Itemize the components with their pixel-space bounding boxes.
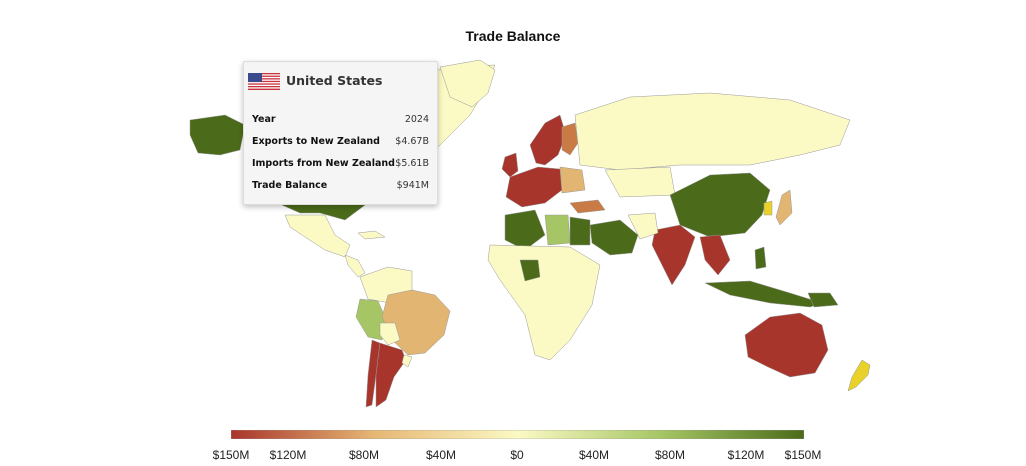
country-western-europe[interactable] (505, 166, 563, 208)
tooltip-label: Exports to New Zealand (252, 136, 380, 147)
country-north-africa-algeria[interactable] (504, 209, 546, 251)
country-egypt[interactable] (569, 216, 591, 246)
country-peru[interactable] (355, 298, 386, 341)
legend-tick: $120M (727, 448, 765, 462)
legend-tick: $120M (269, 448, 307, 462)
country-india[interactable] (651, 224, 696, 286)
tooltip-value: $4.67B (395, 136, 429, 147)
tooltip-row-imports: Imports from New Zealand $5.61B (252, 158, 429, 172)
country-uruguay[interactable] (401, 354, 413, 368)
legend-tick: $40M (578, 448, 610, 462)
tooltip-label: Imports from New Zealand (252, 158, 395, 169)
country-sub-saharan-africa[interactable] (487, 244, 601, 361)
legend-tick: $150M (784, 448, 822, 462)
tooltip-label: Year (252, 114, 276, 125)
country-pakistan-afghanistan[interactable] (627, 212, 659, 240)
country-australia[interactable] (744, 312, 829, 378)
legend-tick: $80M (654, 448, 686, 462)
country-nigeria[interactable] (519, 259, 541, 282)
tooltip-row-exports: Exports to New Zealand $4.67B (252, 136, 429, 150)
country-bolivia[interactable] (379, 322, 401, 346)
country-central-america[interactable] (344, 254, 366, 278)
country-alaska[interactable] (189, 114, 246, 156)
country-papua-new-guinea[interactable] (807, 292, 839, 308)
tooltip-row-trade-balance: Trade Balance $941M (252, 180, 429, 194)
chart-title: Trade Balance (465, 28, 561, 44)
legend-tick: $40M (425, 448, 457, 462)
tooltip-header: United States (244, 62, 437, 100)
tooltip-value: 2024 (404, 114, 429, 125)
country-libya[interactable] (544, 214, 571, 246)
country-argentina[interactable] (375, 342, 407, 408)
tooltip-row-year: Year 2024 (252, 114, 429, 128)
country-korea[interactable] (763, 200, 773, 216)
country-philippines[interactable] (754, 246, 767, 270)
country-cuba[interactable] (357, 230, 386, 240)
tooltip-value: $5.61B (395, 158, 429, 169)
tooltip-value: $941M (396, 180, 429, 191)
legend-tick: $0 (510, 448, 524, 462)
country-mexico[interactable] (284, 214, 351, 258)
country-new-zealand[interactable] (847, 359, 871, 392)
country-eastern-europe[interactable] (559, 166, 586, 194)
tooltip-country-name: United States (286, 73, 383, 88)
country-southeast-asia[interactable] (699, 234, 731, 276)
country-finland[interactable] (561, 122, 579, 156)
country-brazil[interactable] (381, 289, 451, 356)
us-flag-icon (248, 73, 280, 90)
legend-tick: $80M (348, 448, 380, 462)
country-japan[interactable] (775, 189, 793, 226)
color-scale-legend (231, 430, 804, 439)
country-russia[interactable] (574, 92, 851, 171)
country-uk[interactable] (501, 152, 519, 178)
country-kazakhstan[interactable] (604, 166, 676, 198)
country-china[interactable] (669, 172, 771, 238)
country-tooltip: United States Year 2024 Exports to New Z… (243, 61, 438, 205)
country-turkey[interactable] (569, 199, 606, 214)
country-greenland[interactable] (439, 59, 496, 108)
tooltip-label: Trade Balance (252, 180, 328, 191)
country-scandinavia[interactable] (529, 114, 567, 166)
legend-tick: $150M (212, 448, 250, 462)
country-indonesia[interactable] (704, 280, 823, 308)
country-saudi-arabia[interactable] (589, 219, 639, 256)
